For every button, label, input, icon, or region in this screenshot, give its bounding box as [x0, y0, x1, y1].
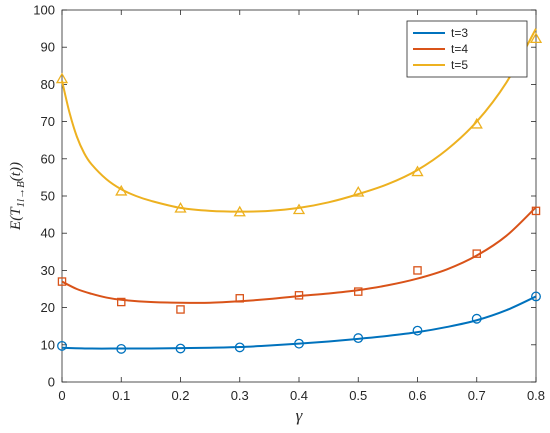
triangle-marker — [233, 205, 246, 217]
x-tick-labels: 0 0.1 0.2 0.3 0.4 0.5 0.6 0.7 0.8 — [58, 388, 545, 403]
legend-item-t=4: t=4 — [413, 42, 468, 56]
legend-label: t=4 — [451, 42, 468, 56]
triangle-marker — [174, 201, 187, 213]
series-line-t=3 — [61, 295, 537, 350]
series-t=3 — [57, 291, 541, 354]
series-line-t=4 — [61, 206, 537, 304]
series-t=4 — [57, 206, 541, 314]
x-tick-label: 0.3 — [231, 388, 249, 403]
y-tick-label: 20 — [41, 300, 55, 315]
triangle-marker — [115, 184, 128, 196]
square-marker — [413, 266, 422, 275]
legend-label: t=3 — [451, 26, 468, 40]
y-tick-label: 0 — [48, 375, 55, 390]
y-axis-label-argument: (t)) — [8, 162, 24, 181]
series-line-t=5 — [61, 28, 537, 213]
triangle-marker — [411, 165, 424, 177]
x-tick-label: 0.8 — [527, 388, 545, 403]
square-marker — [294, 291, 304, 300]
legend: t=3 t=4 t=5 — [406, 20, 528, 78]
legend-item-t=5: t=5 — [413, 58, 468, 72]
triangle-marker — [55, 72, 69, 84]
circle-marker — [57, 340, 67, 351]
circle-marker — [353, 333, 364, 344]
square-marker — [472, 249, 481, 258]
square-marker — [531, 206, 541, 216]
square-marker — [57, 277, 67, 286]
x-tick-label: 0.6 — [408, 388, 426, 403]
circle-marker — [412, 325, 423, 336]
y-tick-label: 30 — [41, 263, 55, 278]
square-marker — [353, 287, 363, 296]
circle-marker — [175, 343, 186, 354]
triangle-marker — [292, 203, 306, 215]
legend-item-t=3: t=3 — [413, 26, 468, 40]
triangle-marker — [352, 185, 365, 197]
series-t=5 — [55, 28, 543, 217]
axis-ticks — [61, 9, 537, 383]
y-tick-label: 40 — [41, 226, 55, 241]
y-tick-label: 80 — [41, 77, 55, 92]
legend-label: t=5 — [451, 58, 468, 72]
x-tick-label: 0.1 — [112, 388, 130, 403]
circle-marker — [116, 343, 127, 354]
circle-marker — [531, 291, 541, 302]
y-axis-label-subscript: 1l→B — [15, 181, 27, 208]
y-tick-label: 10 — [41, 337, 55, 352]
x-tick-label: 0 — [58, 388, 65, 403]
square-marker — [235, 294, 244, 303]
triangle-marker — [470, 117, 483, 129]
y-tick-label: 100 — [33, 3, 55, 18]
y-tick-labels: 0 10 20 30 40 50 60 70 80 90 100 — [33, 3, 55, 390]
y-axis-label: E(T1l→B(t)) — [8, 162, 27, 231]
x-tick-label: 0.5 — [349, 388, 367, 403]
series-layer — [55, 28, 543, 354]
x-tick-label: 0.2 — [171, 388, 189, 403]
x-tick-label: 0.4 — [290, 388, 308, 403]
y-tick-label: 70 — [41, 114, 55, 129]
circle-marker — [294, 338, 304, 349]
y-axis-label-main: E(T — [8, 206, 24, 231]
x-tick-label: 0.7 — [468, 388, 486, 403]
triangle-marker — [529, 32, 543, 44]
y-tick-label: 90 — [41, 40, 55, 55]
y-tick-label: 60 — [41, 151, 55, 166]
square-marker — [117, 297, 126, 307]
x-axis-label: γ — [296, 406, 304, 425]
square-marker — [176, 305, 185, 314]
y-tick-label: 50 — [41, 189, 55, 204]
circle-marker — [234, 342, 245, 353]
circle-marker — [471, 313, 482, 324]
